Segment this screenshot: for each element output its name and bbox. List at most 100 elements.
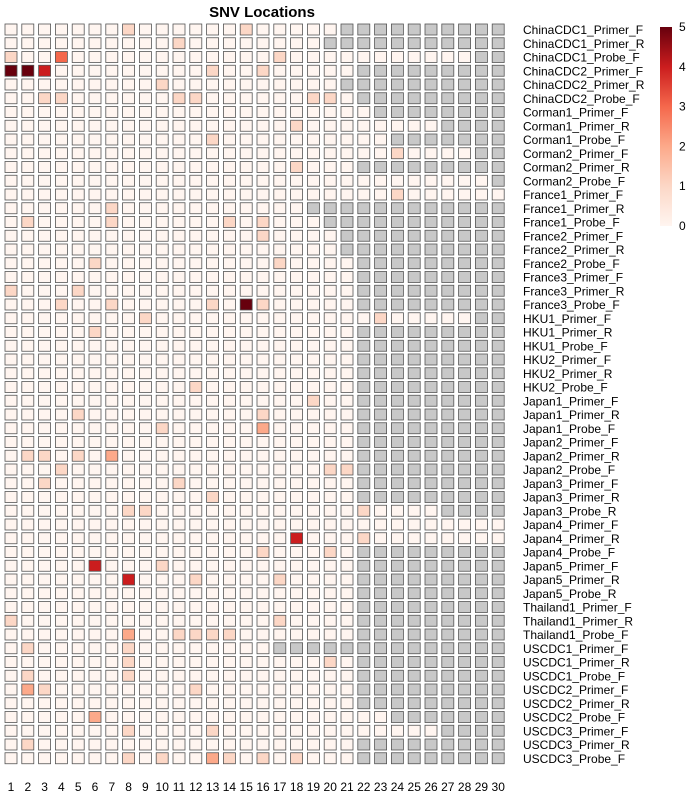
heatmap-cell [323, 284, 337, 297]
heatmap-cell [138, 491, 152, 503]
heatmap-cell [458, 669, 472, 682]
heatmap-cell [222, 669, 236, 682]
heatmap-cell [38, 601, 51, 613]
heatmap-cell [424, 257, 438, 270]
heatmap-cell [357, 161, 371, 173]
row-label: USCDC3_Primer_F [523, 724, 628, 738]
heatmap-cell [340, 724, 354, 737]
heatmap-cell [273, 697, 287, 710]
heatmap-cell [390, 628, 404, 641]
heatmap-cell [306, 216, 320, 228]
heatmap-cell [239, 449, 253, 462]
heatmap-cell [357, 408, 371, 421]
heatmap-cell [491, 546, 505, 558]
heatmap-cell [407, 367, 421, 380]
heatmap-cell [222, 711, 236, 723]
heatmap-cell [122, 243, 135, 256]
heatmap-cell [441, 614, 455, 627]
heatmap-cell [88, 353, 102, 366]
heatmap-cell [407, 697, 421, 710]
heatmap-cell [88, 106, 102, 118]
heatmap-cell [390, 724, 404, 737]
heatmap-cell [222, 92, 236, 105]
heatmap-cell [474, 284, 488, 297]
heatmap-cell [323, 339, 337, 352]
heatmap-cell [273, 174, 287, 187]
heatmap-cell [239, 601, 253, 613]
heatmap-cell [458, 449, 472, 462]
heatmap-cell [290, 119, 304, 132]
heatmap-cell [491, 669, 505, 682]
heatmap-cell [273, 106, 287, 118]
heatmap-cell [441, 477, 455, 490]
heatmap-cell [374, 78, 388, 91]
heatmap-cell [474, 78, 488, 91]
heatmap-cell [206, 683, 220, 696]
heatmap-cell [21, 614, 35, 627]
heatmap-cell [122, 504, 135, 517]
heatmap-cell [340, 298, 354, 311]
heatmap-cell [424, 37, 438, 50]
heatmap-cell [4, 243, 18, 256]
heatmap-cell [88, 339, 102, 352]
heatmap-cell [122, 216, 135, 228]
heatmap-cell [390, 738, 404, 751]
heatmap-cell [458, 147, 472, 160]
heatmap-cell [374, 298, 388, 311]
heatmap-cell [4, 614, 18, 627]
heatmap-cell [441, 463, 455, 476]
heatmap-cell [71, 669, 85, 682]
heatmap-cell [374, 271, 388, 283]
row-label: ChinaCDC2_Primer_R [523, 78, 645, 92]
heatmap-cell [4, 573, 18, 586]
heatmap-cell [71, 174, 85, 187]
heatmap-cell [491, 64, 505, 77]
heatmap-cell [357, 491, 371, 503]
heatmap-cell [138, 271, 152, 283]
heatmap-cell [407, 216, 421, 228]
heatmap-cell [222, 656, 236, 668]
heatmap-cell [155, 711, 169, 723]
heatmap-cell [458, 339, 472, 352]
heatmap-cell [239, 133, 253, 146]
heatmap-cell [290, 133, 304, 146]
heatmap-cell [290, 37, 304, 50]
heatmap-cell [38, 271, 51, 283]
heatmap-cell [38, 202, 51, 215]
heatmap-cell [273, 559, 287, 572]
column-label: 20 [324, 780, 338, 794]
heatmap-cell [155, 628, 169, 641]
heatmap-cell [222, 477, 236, 490]
heatmap-cell [239, 587, 253, 600]
heatmap-cell [474, 229, 488, 242]
heatmap-cell [323, 449, 337, 462]
heatmap-cell [424, 353, 438, 366]
heatmap-cell [323, 106, 337, 118]
heatmap-cell [122, 628, 135, 641]
heatmap-cell [441, 106, 455, 118]
heatmap-cell [458, 229, 472, 242]
heatmap-cell [239, 408, 253, 421]
heatmap-cell [71, 106, 85, 118]
heatmap-cell [273, 298, 287, 311]
chart-title: SNV Locations [209, 4, 315, 21]
heatmap-cell [273, 546, 287, 558]
heatmap-cell [273, 367, 287, 380]
heatmap-cell [374, 23, 388, 36]
heatmap-cell [55, 504, 68, 517]
heatmap-cell [374, 202, 388, 215]
row-label: USCDC1_Primer_R [523, 656, 630, 670]
heatmap-cell [491, 394, 505, 407]
heatmap-cell [340, 243, 354, 256]
heatmap-cell [357, 339, 371, 352]
heatmap-cell [273, 491, 287, 503]
heatmap-cell [222, 298, 236, 311]
heatmap-cell [374, 64, 388, 77]
heatmap-cell [189, 37, 203, 50]
heatmap-cell [374, 491, 388, 503]
heatmap-cell [340, 491, 354, 503]
heatmap-cell [71, 147, 85, 160]
row-label: France2_Primer_F [523, 229, 623, 243]
heatmap-cell [474, 559, 488, 572]
heatmap-cell [155, 381, 169, 393]
